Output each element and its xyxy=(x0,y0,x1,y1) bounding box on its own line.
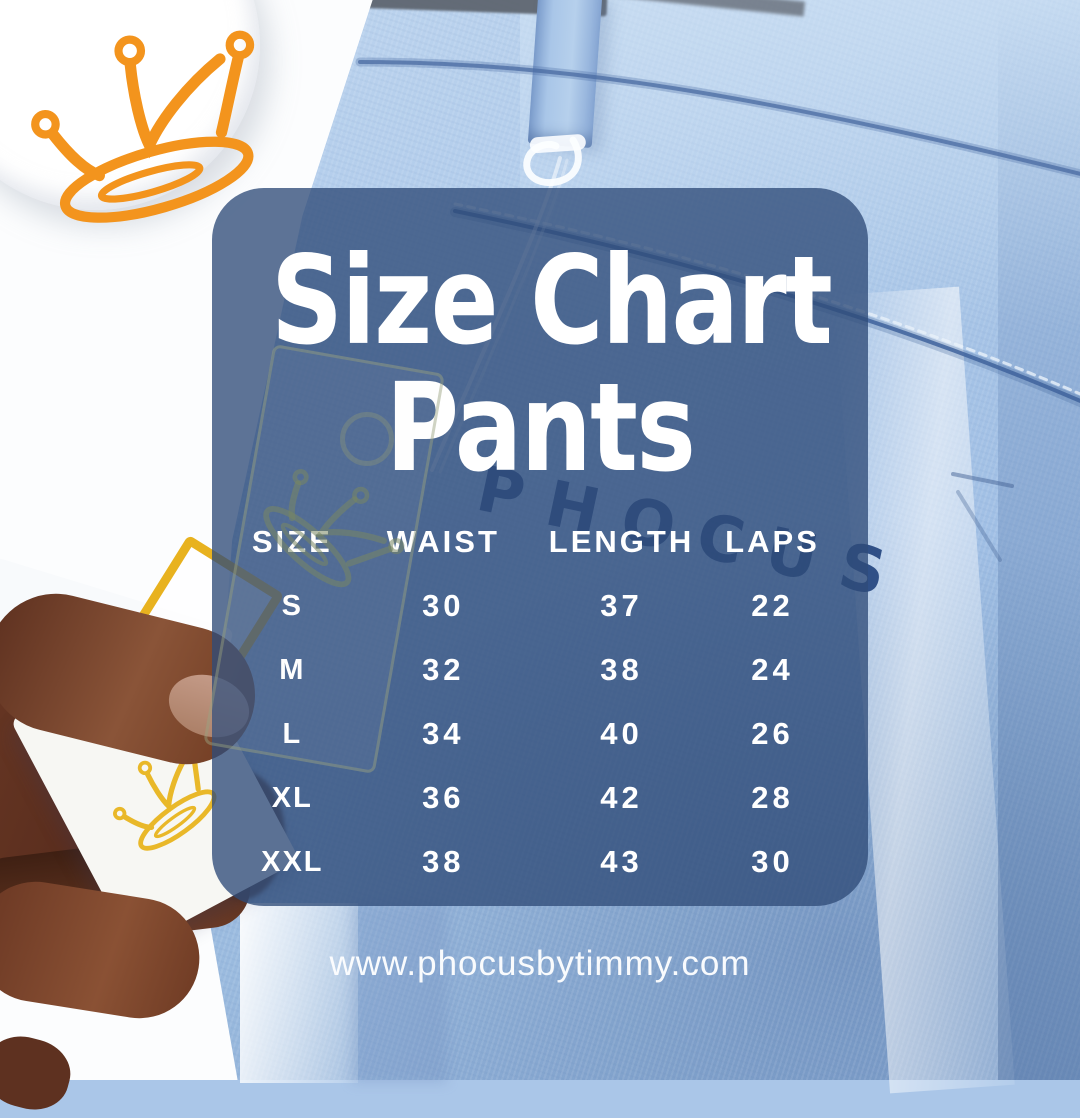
table-row-size: L xyxy=(282,717,303,750)
table-cell: 38 xyxy=(422,844,465,879)
fabric-shadow xyxy=(352,903,447,1083)
table-cell: 32 xyxy=(422,652,465,687)
table-row-size: XXL xyxy=(261,845,324,878)
column-header-laps: LAPS xyxy=(725,524,820,559)
website-url: www.phocusbytimmy.com xyxy=(329,944,751,983)
table-cell: 40 xyxy=(600,716,643,751)
column-header-length: LENGTH xyxy=(548,524,695,559)
title-line-2: Pants xyxy=(385,356,696,499)
table-cell: 26 xyxy=(751,716,794,751)
ghost-tag-hole xyxy=(340,412,394,466)
crown-logo-icon xyxy=(19,22,266,226)
column-header-waist: WAIST xyxy=(386,524,500,559)
size-chart-panel: Size Chart Pants SIZE WAIST LENGTH LAPS … xyxy=(212,188,868,906)
title-line-1: Size Chart xyxy=(271,230,833,372)
table-row-size: S xyxy=(281,589,303,622)
table-cell: 30 xyxy=(422,588,465,623)
table-cell: 42 xyxy=(600,780,643,815)
fabric-highlight xyxy=(240,903,358,1083)
poster-title: Size Chart Pants xyxy=(212,238,868,492)
table-row-size: M xyxy=(279,653,306,686)
table-cell: 43 xyxy=(600,844,643,879)
table-cell: 24 xyxy=(751,652,794,687)
table-cell: 28 xyxy=(751,780,794,815)
table-cell: 34 xyxy=(422,716,465,751)
table-cell: 37 xyxy=(600,588,643,623)
size-chart-poster: { "title": { "line1": "Size Chart", "lin… xyxy=(0,0,1080,1080)
denim-right-shadow xyxy=(998,0,1080,1080)
table-cell: 38 xyxy=(600,652,643,687)
table-cell: 22 xyxy=(751,588,794,623)
table-cell: 36 xyxy=(422,780,465,815)
table-cell: 30 xyxy=(751,844,794,879)
table-row-size: XL xyxy=(271,781,313,814)
